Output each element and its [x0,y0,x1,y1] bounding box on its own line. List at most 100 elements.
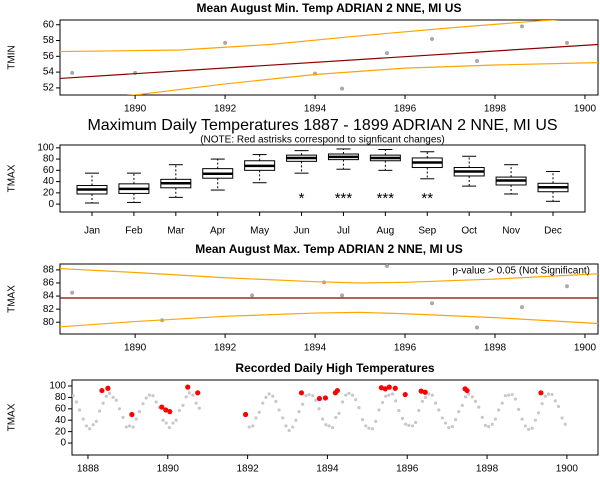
data-point [357,406,361,410]
data-point [519,305,524,310]
data-point [124,425,128,429]
x-tick-label: 1890 [124,343,147,354]
data-point [367,426,371,430]
data-point [417,408,421,413]
data-point [474,325,479,330]
data-point [163,407,169,413]
data-point [340,293,345,298]
data-point [533,418,537,422]
data-point [480,415,484,419]
data-point [324,423,328,427]
x-tick-label: Apr [210,226,226,237]
data-point [364,424,368,428]
x-tick-label: 1896 [394,343,417,354]
data-point [460,403,464,407]
data-point [380,400,385,405]
x-tick-label: Jun [293,226,309,237]
y-tick-label: 40 [55,415,67,426]
y-tick-label: 88 [43,265,55,276]
plot-frame [59,144,586,213]
data-point [307,392,311,397]
x-tick-label: Mar [167,226,185,237]
data-point [174,418,178,422]
data-point [423,395,428,399]
data-point [433,401,438,405]
data-point [507,393,511,397]
data-point [104,394,108,398]
x-tick-label: May [250,226,269,237]
data-point [311,394,315,398]
x-tick-label: Oct [461,226,477,237]
data-point [385,51,390,56]
data-point [91,423,95,427]
data-point [560,416,564,420]
plot-area [60,264,598,330]
data-point [493,417,498,421]
y-axis-label: TMIN [7,45,18,69]
data-point [556,404,561,409]
data-point [298,390,305,396]
y-tick-label: 80 [55,392,67,403]
data-point [247,425,251,429]
data-point [447,426,451,430]
y-tick-label: 54 [43,67,55,78]
y-tick-label: 52 [43,83,55,94]
data-point [154,400,158,404]
data-point [519,24,524,29]
data-point [301,402,305,406]
data-point [121,415,125,419]
data-point [267,392,271,396]
data-point [500,401,504,405]
data-point [520,417,524,421]
data-point [70,290,75,295]
data-point [321,417,325,421]
data-point [187,391,191,395]
data-point [370,427,375,431]
data-point [107,391,112,396]
y-tick-label: 0 [48,199,54,210]
significance-mark: *** [377,190,395,207]
data-point [490,422,494,426]
data-point [464,387,470,394]
data-point [420,399,425,403]
y-tick-label: 20 [55,426,67,437]
data-point [68,393,71,396]
data-point [84,424,88,428]
data-point [563,422,567,426]
data-point [101,401,105,405]
data-point [443,421,448,425]
data-point [377,408,381,412]
trend-line [60,311,598,328]
plot-frame [59,263,599,335]
data-point [394,399,398,403]
data-point [392,385,398,391]
data-point [553,399,557,403]
data-point [87,427,92,431]
y-tick-label: 40 [43,176,55,187]
x-tick-label: Jan [84,226,100,237]
data-point [334,387,340,394]
data-point [151,394,155,398]
data-point [74,400,78,404]
data-point [171,421,175,425]
x-tick-label: 1894 [316,464,339,475]
data-point [487,424,491,429]
data-point [264,395,268,399]
data-point [470,395,474,399]
data-point [77,408,82,412]
y-tick-label: 20 [43,187,55,198]
data-point [523,424,527,428]
data-point [191,393,195,397]
annotation: p-value > 0.05 (Not Significant) [452,266,590,277]
x-tick-label: 1894 [304,343,327,354]
significance-mark: * [299,190,305,207]
data-point [194,401,198,405]
data-point [261,401,265,405]
data-point [185,384,191,390]
plot-frame [71,379,599,456]
data-point [277,408,281,412]
y-axis-label: TMAX [7,164,18,192]
data-point [94,419,98,423]
data-point [195,390,201,396]
data-point [297,410,301,414]
